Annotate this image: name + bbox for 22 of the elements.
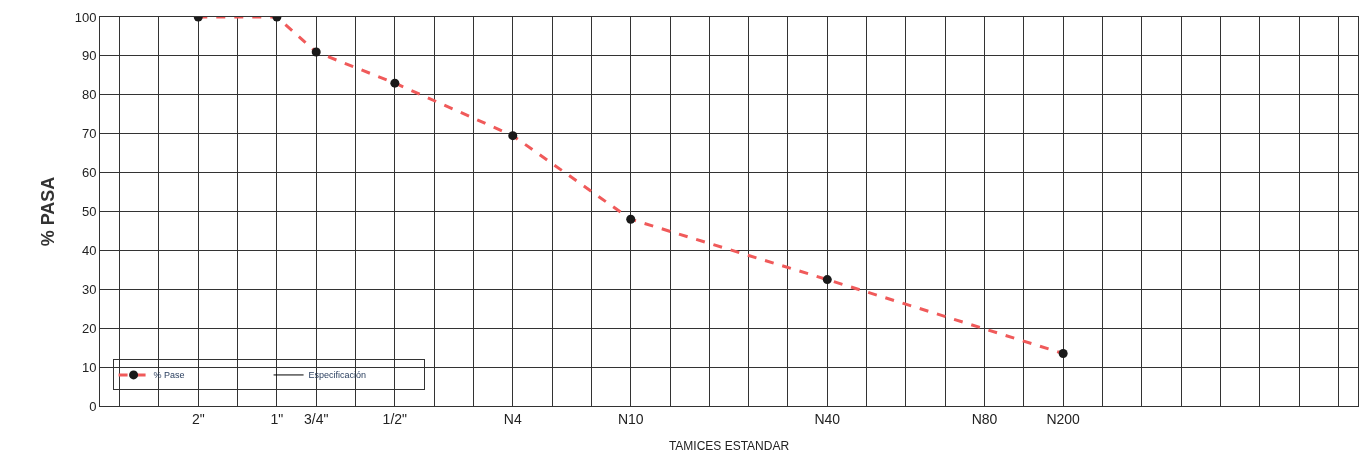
x-tick-label: 3/4" <box>304 410 329 427</box>
y-tick-label: 100 <box>74 9 97 25</box>
y-tick-label: 40 <box>81 242 97 258</box>
x-tick-label: N200 <box>1046 410 1081 427</box>
y-tick-label: 70 <box>81 126 97 142</box>
x-tick-label: N4 <box>503 410 522 427</box>
y-tick-label: 80 <box>81 87 97 103</box>
y-tick-label: 30 <box>81 281 97 297</box>
y-axis-title: % PASA <box>37 176 58 247</box>
x-tick-label: 1/2" <box>382 410 408 427</box>
y-tick-label: 90 <box>81 48 97 64</box>
y-tick-label: 50 <box>81 204 97 220</box>
y-tick-label: 10 <box>81 359 97 375</box>
y-tick-label: 60 <box>81 165 97 181</box>
x-tick-label: N80 <box>971 410 998 427</box>
x-tick-label: N40 <box>814 410 841 427</box>
y-tick-label: 20 <box>81 320 97 336</box>
y-tick-label: 0 <box>89 398 97 414</box>
x-tick-label: N10 <box>617 410 644 427</box>
x-tick-label: 2" <box>191 410 205 427</box>
x-tick-label: 1" <box>270 410 284 427</box>
x-axis-title: TAMICES ESTANDAR <box>668 438 790 453</box>
